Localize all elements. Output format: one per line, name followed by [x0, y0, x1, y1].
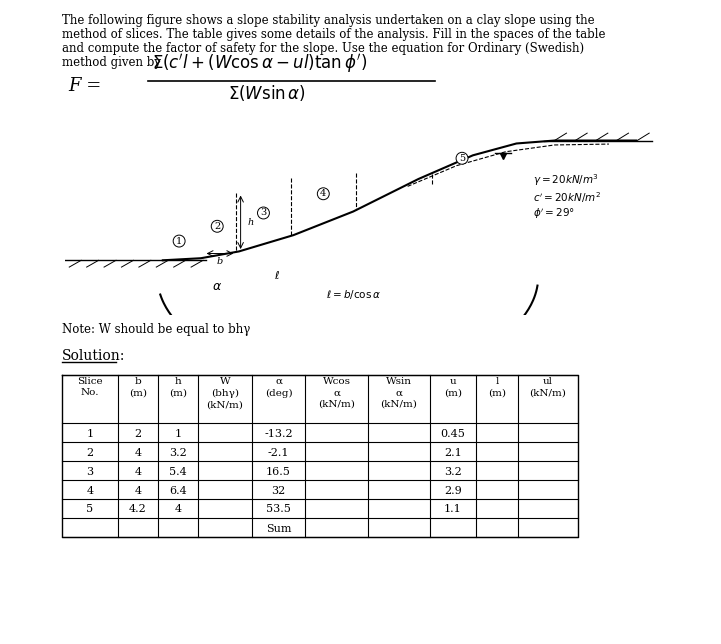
Text: h
(m): h (m)	[169, 377, 187, 397]
Text: 1: 1	[174, 428, 182, 439]
Text: b
(m): b (m)	[129, 377, 147, 397]
Text: l
(m): l (m)	[488, 377, 506, 397]
Text: $\ell = b/\cos\alpha$: $\ell = b/\cos\alpha$	[326, 288, 381, 301]
Text: 2.9: 2.9	[444, 486, 462, 495]
Text: ul
(kN/m): ul (kN/m)	[529, 377, 567, 397]
Text: 6.4: 6.4	[169, 486, 187, 495]
Text: 5: 5	[459, 154, 465, 163]
Text: 3: 3	[260, 209, 267, 218]
Text: 16.5: 16.5	[266, 466, 291, 477]
Text: W
(bhγ)
(kN/m): W (bhγ) (kN/m)	[206, 377, 244, 409]
Text: $\alpha$: $\alpha$	[212, 280, 222, 294]
Text: u
(m): u (m)	[444, 377, 462, 397]
Text: Note: W should be equal to bhγ: Note: W should be equal to bhγ	[62, 323, 250, 336]
Text: method given by: method given by	[62, 56, 161, 69]
Text: $\gamma = 20kN/m^3$
$c' = 20kN/m^2$
$\phi' = 29°$: $\gamma = 20kN/m^3$ $c' = 20kN/m^2$ $\ph…	[533, 172, 601, 222]
Text: $\Sigma(c'l+(W\cos\alpha - ul)\tan\phi')$: $\Sigma(c'l+(W\cos\alpha - ul)\tan\phi')…	[152, 52, 368, 75]
Text: Wcos
α
(kN/m): Wcos α (kN/m)	[318, 377, 355, 409]
Text: Solution:: Solution:	[62, 349, 125, 363]
Text: -2.1: -2.1	[267, 448, 289, 457]
Text: 5.4: 5.4	[169, 466, 187, 477]
Text: b: b	[217, 258, 223, 267]
Text: Slice
No.: Slice No.	[77, 377, 103, 397]
Text: 4: 4	[174, 504, 182, 515]
Text: Wsin
α
(kN/m): Wsin α (kN/m)	[381, 377, 417, 409]
Text: α
(deg): α (deg)	[265, 377, 292, 397]
Text: F =: F =	[68, 77, 102, 95]
Text: 2.1: 2.1	[444, 448, 462, 457]
Text: $\ell$: $\ell$	[274, 269, 280, 281]
Text: 4: 4	[134, 448, 141, 457]
Text: 0.45: 0.45	[441, 428, 466, 439]
Text: 5: 5	[87, 504, 94, 515]
Text: -13.2: -13.2	[264, 428, 293, 439]
Text: 3.2: 3.2	[169, 448, 187, 457]
Text: 32: 32	[271, 486, 286, 495]
Text: 4: 4	[134, 486, 141, 495]
Text: 4.2: 4.2	[129, 504, 147, 515]
Text: 1: 1	[176, 236, 182, 245]
Text: 4: 4	[320, 189, 327, 198]
Text: 3: 3	[87, 466, 94, 477]
Text: and compute the factor of safety for the slope. Use the equation for Ordinary (S: and compute the factor of safety for the…	[62, 42, 584, 55]
Text: Sum: Sum	[266, 524, 291, 533]
Text: 4: 4	[134, 466, 141, 477]
Text: The following figure shows a slope stability analysis undertaken on a clay slope: The following figure shows a slope stabi…	[62, 14, 595, 27]
Text: $\Sigma(W\sin\alpha)$: $\Sigma(W\sin\alpha)$	[228, 83, 306, 103]
Text: 2: 2	[214, 222, 221, 231]
Text: h: h	[247, 218, 253, 227]
Text: 2: 2	[87, 448, 94, 457]
Text: method of slices. The table gives some details of the analysis. Fill in the spac: method of slices. The table gives some d…	[62, 28, 606, 41]
Text: 2: 2	[134, 428, 141, 439]
Text: 3.2: 3.2	[444, 466, 462, 477]
Text: 4: 4	[87, 486, 94, 495]
Text: 53.5: 53.5	[266, 504, 291, 515]
Text: 1: 1	[87, 428, 94, 439]
Text: 1.1: 1.1	[444, 504, 462, 515]
